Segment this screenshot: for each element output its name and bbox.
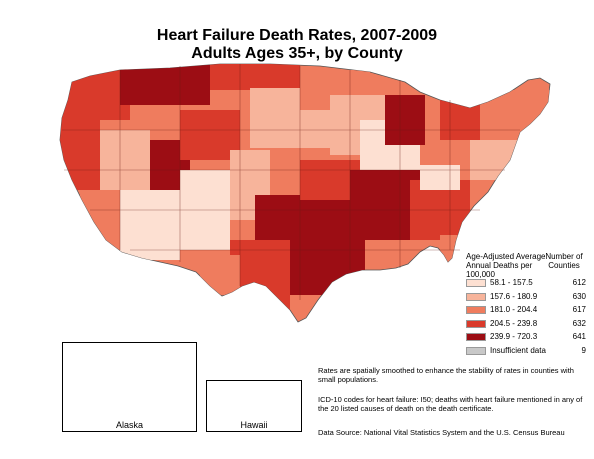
map-title: Heart Failure Death Rates, 2007-2009	[156, 27, 438, 44]
legend-row: 157.6 - 180.9 630	[466, 292, 586, 302]
legend-heading: Age-Adjusted Average Annual Deaths per 1…	[466, 252, 546, 279]
legend-row: 239.9 - 720.3 641	[466, 332, 586, 342]
legend-count: 9	[581, 345, 586, 355]
legend-range: 239.9 - 720.3	[490, 332, 538, 341]
legend-swatch	[466, 306, 486, 314]
hawaii-label: Hawaii	[240, 420, 268, 430]
legend-range: 204.5 - 239.8	[490, 318, 538, 328]
note-source: Data Source: National Vital Statistics S…	[318, 428, 565, 437]
legend-row: 181.0 - 204.4 617	[466, 305, 586, 315]
legend-swatch	[466, 279, 486, 287]
legend-swatch	[466, 319, 486, 328]
legend-count: 630	[572, 291, 586, 301]
legend-range: Insufficient data	[490, 345, 546, 355]
legend-count-heading: Number of Counties	[545, 252, 583, 270]
legend-count: 641	[572, 332, 586, 341]
legend-count: 617	[572, 305, 586, 314]
legend-count: 612	[572, 278, 586, 287]
legend-swatch	[466, 333, 486, 341]
alaska-inset: Alaska	[62, 342, 197, 432]
map-subtitle: Adults Ages 35+, by County	[191, 45, 403, 62]
legend-range: 181.0 - 204.4	[490, 305, 538, 314]
legend-swatch	[466, 292, 486, 301]
note-smoothing: Rates are spatially smoothed to enhance …	[318, 366, 574, 384]
alaska-label: Alaska	[115, 420, 143, 430]
legend-row: 204.5 - 239.8 632	[466, 319, 586, 329]
hawaii-inset: Hawaii	[206, 380, 302, 432]
legend-range: 157.6 - 180.9	[490, 291, 538, 301]
legend-swatch	[466, 346, 486, 355]
note-icd: ICD-10 codes for heart failure: I50; dea…	[318, 395, 583, 413]
legend-count: 632	[572, 318, 586, 328]
state-boundaries	[62, 64, 520, 300]
legend-row: 58.1 - 157.5 612	[466, 278, 586, 288]
legend-row: Insufficient data 9	[466, 346, 586, 356]
legend-range: 58.1 - 157.5	[490, 278, 533, 287]
